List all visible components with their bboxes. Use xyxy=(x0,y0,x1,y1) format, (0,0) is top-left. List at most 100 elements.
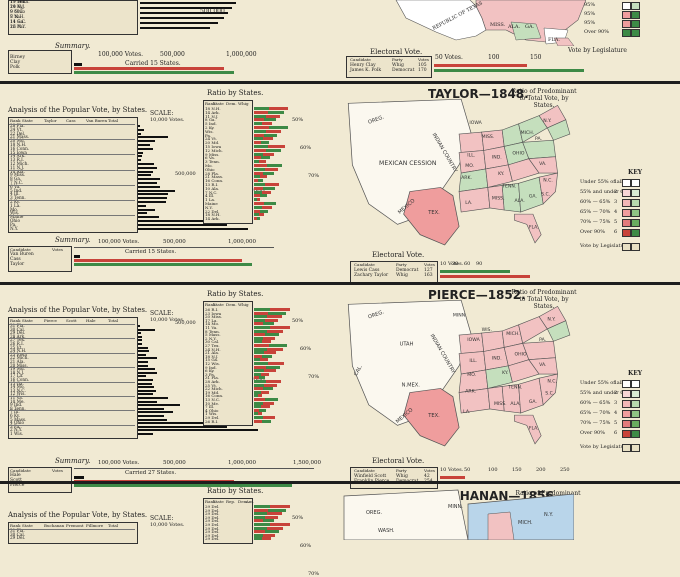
pierce-vote-bar xyxy=(138,386,154,389)
taylor-ratio-tick: 60% xyxy=(300,145,312,151)
taylor-state-row: Ohio xyxy=(10,218,20,223)
taylor-summary-box xyxy=(8,246,72,272)
taylor-ratio-bar xyxy=(254,164,282,167)
buchanan-analysis-title: Analysis of the Popular Vote, by States. xyxy=(8,511,148,519)
taylor-key-cell-whig xyxy=(622,179,631,187)
pierce-ratio-row: 22 Mich. xyxy=(205,386,223,392)
polk-map-label-miss: MISS. xyxy=(490,22,506,28)
polk-electoral-party: Whig xyxy=(392,63,404,68)
taylor-key-cell-dem xyxy=(631,199,640,207)
pierce-map-label: VA. xyxy=(539,362,546,368)
pierce-key-row: 55% and under 60% xyxy=(580,390,632,396)
pierce-vote-bar xyxy=(138,375,147,378)
pierce-key-cell-whig xyxy=(622,380,631,388)
pierce-ratio-bar-dem xyxy=(254,329,267,333)
buchanan-map-label: OREG. xyxy=(366,510,382,516)
pierce-ratio-bar-dem xyxy=(254,401,263,405)
taylor-electoral-tick: 30 xyxy=(452,261,459,267)
taylor-ratio-bar xyxy=(254,190,271,194)
taylor-table-rule xyxy=(9,124,135,125)
pierce-ratio-bar-dem xyxy=(254,308,270,311)
taylor-ratio-row: Wis. xyxy=(205,128,214,134)
taylor-ratio-row: 10 Ala. xyxy=(205,185,220,191)
taylor-ratio-bar-dem xyxy=(254,186,263,190)
polk-electoral-header: Party xyxy=(392,57,403,62)
taylor-state-row: 12 Mich. xyxy=(10,161,29,166)
taylor-ratio-row: 9 Miss. xyxy=(205,151,220,157)
taylor-ratio-row: 16 Conn. xyxy=(205,178,224,184)
polk-key-row: 95% xyxy=(584,20,596,26)
pierce-ratio-bar-dem xyxy=(254,311,268,315)
pierce-ratio-row: 18 N.J. xyxy=(205,353,219,359)
buchanan-ratio-row: 29 Del. xyxy=(205,518,220,524)
buchanan-ratio-bar-dem xyxy=(254,512,267,516)
taylor-ratio-bar xyxy=(254,133,277,137)
polk-state-row: 10 N.J. xyxy=(10,5,26,10)
pierce-map-texas xyxy=(403,388,460,447)
pierce-electoral-candidate: Winfield Scott xyxy=(354,474,387,479)
pierce-vote-bar xyxy=(138,397,169,399)
taylor-summary-header: Candidate xyxy=(10,247,31,252)
pierce-ratio-row: 27 Tex. xyxy=(205,343,220,348)
buchanan-ratio-row: 29 Del. xyxy=(205,507,220,513)
taylor-ratio-bar xyxy=(254,148,281,152)
polk-electoral-label: Electoral Vote. xyxy=(370,48,423,56)
taylor-ratio-bar-dem xyxy=(254,175,260,179)
pierce-map-label: TENN. xyxy=(507,384,522,390)
buchanan-scale-label: SCALE: xyxy=(150,515,174,522)
taylor-state-row: 14 Ark. xyxy=(10,153,26,159)
taylor-map-label: FLA. xyxy=(529,224,539,230)
polk-electoral-party: Democrat xyxy=(392,68,415,73)
taylor-electoral-bar xyxy=(440,270,510,273)
taylor-ratio-row: 18 N.H. xyxy=(205,212,221,218)
pierce-ratio-bar-dem xyxy=(254,315,267,319)
polk-key-row: 95% xyxy=(584,11,596,17)
pierce-summary-tick: 1,000,000 xyxy=(228,460,256,466)
buchanan-ratio-header: Dem. xyxy=(238,499,249,504)
taylor-ratio-bar-dem xyxy=(254,107,269,110)
pierce-analysis-header: Scott xyxy=(66,318,77,323)
pierce-vote-bar xyxy=(138,368,156,371)
pierce-ratio-row: 14 Mo. xyxy=(205,321,220,327)
pierce-state-row: 21 Ala. xyxy=(10,359,25,364)
taylor-electoral-header: Votes xyxy=(424,262,435,267)
polk-summary-note: Carried 15 States. xyxy=(125,60,181,67)
pierce-ratio-row: 17 La. xyxy=(205,317,218,323)
taylor-electoral-party: Whig xyxy=(396,273,408,278)
pierce-ratio-bar-dem xyxy=(254,322,263,326)
taylor-state-row: 1 La. xyxy=(10,202,21,208)
pierce-key-cell-whig xyxy=(622,390,631,398)
pierce-ratio-bar-dem xyxy=(254,419,262,423)
taylor-analysis-title: Analysis of the Popular Vote, by States. xyxy=(8,106,148,114)
pierce-key-cell-dem xyxy=(631,430,640,438)
pierce-ratio-bar xyxy=(254,398,278,401)
pierce-state-row: 28 Ark. xyxy=(10,333,26,339)
taylor-map-label: LA. xyxy=(465,200,472,206)
polk-state-row: 24 Ky. xyxy=(10,5,24,10)
pierce-ratio-header: Dem. xyxy=(226,302,237,307)
taylor-ratio-bar-dem xyxy=(254,133,264,137)
taylor-key-num: 6 xyxy=(614,229,618,235)
taylor-ratio-bar xyxy=(254,202,276,205)
taylor-map-label: MO. xyxy=(465,163,474,169)
buchanan-ratio-bar xyxy=(254,505,290,508)
taylor-vote-bar xyxy=(138,197,168,200)
taylor-key-num: 2 xyxy=(614,189,618,195)
pierce-map-label: KY. xyxy=(502,370,508,376)
polk-state-bar xyxy=(140,27,210,29)
buchanan-analysis-header: State xyxy=(22,523,33,528)
polk-key-row: 95% xyxy=(584,2,596,8)
pierce-summary-header: Votes xyxy=(52,468,63,473)
pierce-vote-bar xyxy=(138,400,157,403)
pierce-ratio-bar-dem xyxy=(254,398,265,401)
taylor-table-rule xyxy=(9,215,135,217)
pierce-state-row: 11 Va. xyxy=(10,395,24,400)
pierce-vote-bar xyxy=(138,357,157,360)
taylor-summary-bar xyxy=(74,263,252,266)
taylor-legislature-cell xyxy=(631,243,640,251)
taylor-ratio-header: Dem. xyxy=(226,101,237,106)
pierce-key-cell-whig xyxy=(622,420,631,428)
taylor-ratio-tick: 70% xyxy=(308,173,320,179)
pierce-state-row: 1 Wis. xyxy=(10,431,24,436)
taylor-state-row: 7 N.C. xyxy=(10,180,24,185)
